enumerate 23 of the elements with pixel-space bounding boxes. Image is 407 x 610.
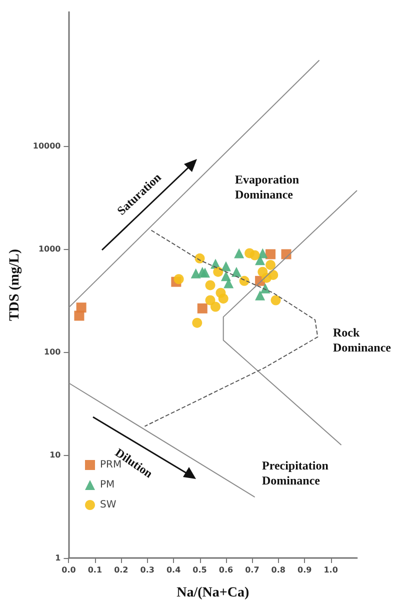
- annotation: Precipitation Dominance: [262, 458, 332, 488]
- annotation: Evaporation Dominance: [235, 172, 302, 202]
- x-tick-label: 0.7: [245, 566, 260, 574]
- x-axis-title: Na/(Na+Ca): [176, 586, 250, 600]
- y-axis-title: TDS (mg/L): [8, 248, 22, 321]
- y-tick-label: 1: [55, 554, 62, 562]
- x-tick-label: 0.1: [88, 566, 102, 574]
- x-tick-label: 0.4: [166, 566, 182, 574]
- y-tick-label: 10000: [32, 142, 62, 151]
- x-tick-label: 0.8: [271, 566, 286, 574]
- x-tick-label: 0.9: [298, 566, 312, 574]
- x-tick-label: 0.6: [218, 566, 234, 574]
- x-tick-label: 0.0: [62, 566, 76, 574]
- y-tick-label: 1000: [38, 244, 62, 254]
- legend-label: PM: [100, 480, 115, 490]
- legend-label: SW: [100, 500, 116, 510]
- x-tick-label: 0.5: [192, 566, 208, 574]
- y-tick-label: 100: [44, 348, 62, 356]
- x-tick-label: 0.3: [140, 566, 154, 574]
- x-tick-label: 0.2: [114, 566, 128, 574]
- y-tick-label: 10: [50, 450, 62, 460]
- annotation: Rock Dominance: [333, 326, 392, 354]
- x-tick-label: 1.0: [324, 566, 338, 574]
